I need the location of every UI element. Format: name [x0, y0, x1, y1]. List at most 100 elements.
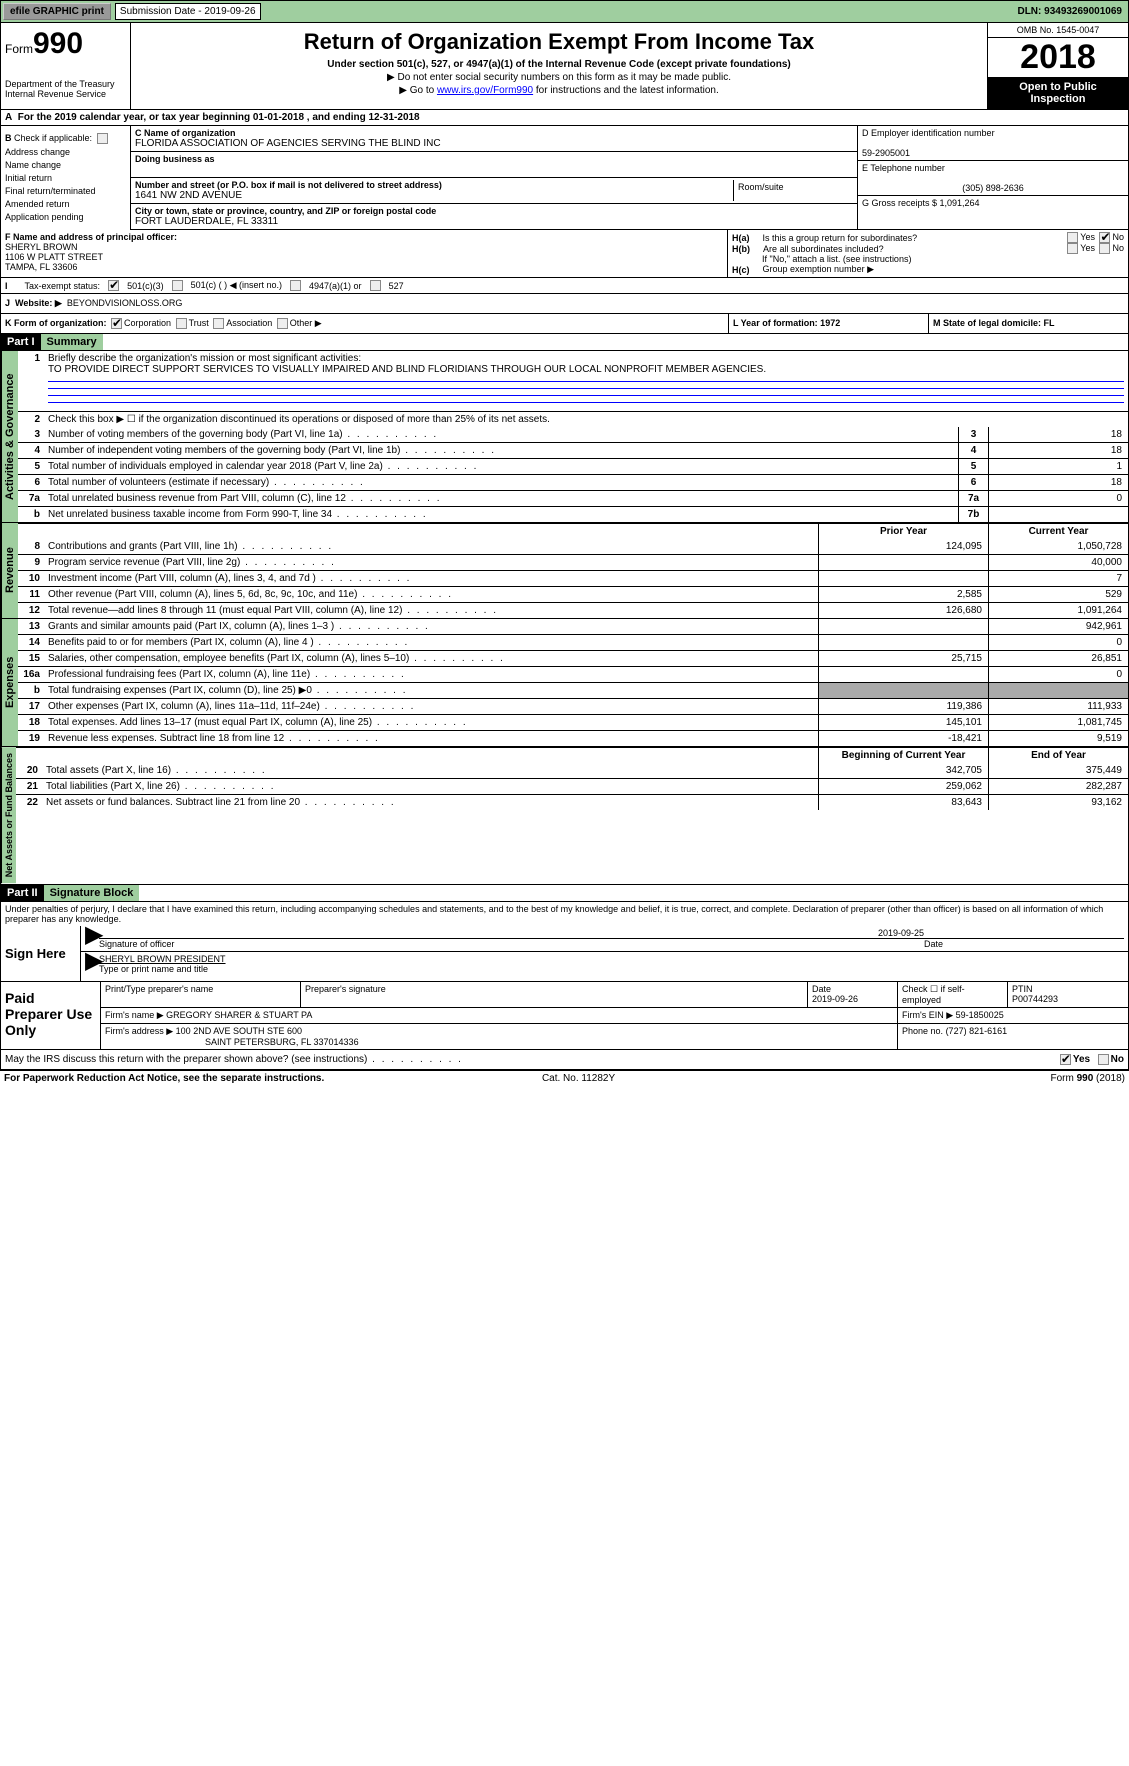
officer-label: F Name and address of principal officer:: [5, 232, 177, 242]
footer-left: For Paperwork Reduction Act Notice, see …: [4, 1073, 324, 1084]
part-1-revenue: Revenue Prior YearCurrent Year 8Contribu…: [0, 523, 1129, 619]
efile-button[interactable]: efile GRAPHIC print: [3, 3, 111, 20]
line-10-prior: [818, 571, 988, 586]
row-a-tax-year: A For the 2019 calendar year, or tax yea…: [0, 110, 1129, 126]
line-9: Program service revenue (Part VIII, line…: [44, 555, 818, 570]
line-10-current: 7: [988, 571, 1128, 586]
firm-ein-label: Firm's EIN ▶: [902, 1010, 953, 1020]
line-13-prior: [818, 619, 988, 634]
sign-here-label: Sign Here: [1, 926, 81, 981]
line-22-current: 93,162: [988, 795, 1128, 810]
line-4-value: 18: [988, 443, 1128, 458]
line-17: Other expenses (Part IX, column (A), lin…: [44, 699, 818, 714]
line-19-current: 9,519: [988, 731, 1128, 746]
line-18-prior: 145,101: [818, 715, 988, 730]
527-checkbox[interactable]: [370, 280, 381, 291]
col-beginning-year: Beginning of Current Year: [818, 748, 988, 763]
line-15-prior: 25,715: [818, 651, 988, 666]
checkbox-icon[interactable]: [97, 133, 108, 144]
may-no-checkbox[interactable]: [1098, 1054, 1109, 1065]
col-current-year: Current Year: [988, 524, 1128, 539]
line-12: Total revenue—add lines 8 through 11 (mu…: [44, 603, 818, 618]
line-7a: Total unrelated business revenue from Pa…: [44, 491, 958, 506]
form-subtitle-1: Under section 501(c), 527, or 4947(a)(1)…: [135, 59, 983, 70]
firm-phone-label: Phone no.: [902, 1026, 943, 1036]
line-2: Check this box ▶ ☐ if the organization d…: [44, 412, 1128, 427]
form-subtitle-2: ▶ Do not enter social security numbers o…: [135, 72, 983, 83]
hb-note: If "No," attach a list. (see instruction…: [732, 254, 1124, 264]
line-19-prior: -18,421: [818, 731, 988, 746]
line-16a-current: 0: [988, 667, 1128, 682]
prep-date: 2019-09-26: [812, 994, 858, 1004]
org-name: FLORIDA ASSOCIATION OF AGENCIES SERVING …: [135, 138, 853, 149]
line-20-current: 375,449: [988, 763, 1128, 778]
omb-number: OMB No. 1545-0047: [988, 23, 1128, 38]
mission-text: TO PROVIDE DIRECT SUPPORT SERVICES TO VI…: [48, 364, 766, 375]
year-formation: L Year of formation: 1972: [728, 314, 928, 333]
part-1-net-assets: Net Assets or Fund Balances Beginning of…: [0, 747, 1129, 884]
line-12-current: 1,091,264: [988, 603, 1128, 618]
part-1-title: Summary: [41, 334, 103, 350]
line-6: Total number of volunteers (estimate if …: [44, 475, 958, 490]
hb-yes-checkbox[interactable]: [1067, 243, 1078, 254]
assoc-checkbox[interactable]: [213, 318, 224, 329]
trust-checkbox[interactable]: [176, 318, 187, 329]
4947-checkbox[interactable]: [290, 280, 301, 291]
officer-name: SHERYL BROWN: [5, 242, 78, 252]
ptin-label: PTIN: [1012, 984, 1033, 994]
arrow-icon: ▶: [85, 928, 99, 949]
part-1-expenses: Expenses 13Grants and similar amounts pa…: [0, 619, 1129, 747]
sig-name: SHERYL BROWN PRESIDENT: [99, 954, 1124, 964]
line-14-prior: [818, 635, 988, 650]
line-8-prior: 124,095: [818, 539, 988, 554]
line-8-current: 1,050,728: [988, 539, 1128, 554]
line-3: Number of voting members of the governin…: [44, 427, 958, 442]
other-checkbox[interactable]: [277, 318, 288, 329]
line-7a-value: 0: [988, 491, 1128, 506]
line-b-prior: [818, 683, 988, 698]
ein-value: 59-2905001: [862, 148, 1124, 158]
form-subtitle-3: ▶ Go to www.irs.gov/Form990 for instruct…: [135, 85, 983, 96]
tab-revenue: Revenue: [1, 523, 18, 618]
ha-yes-checkbox[interactable]: [1067, 232, 1078, 243]
firm-name: GREGORY SHARER & STUART PA: [166, 1010, 312, 1020]
line-13-current: 942,961: [988, 619, 1128, 634]
firm-addr2: SAINT PETERSBURG, FL 337014336: [105, 1037, 359, 1047]
chk-name-change: Name change: [5, 160, 126, 170]
hb-no-checkbox[interactable]: [1099, 243, 1110, 254]
signature-block: Sign Here ▶ 2019-09-25 Signature of offi…: [0, 926, 1129, 982]
chk-application-pending: Application pending: [5, 212, 126, 222]
line-22: Net assets or fund balances. Subtract li…: [42, 795, 818, 810]
corp-checkbox[interactable]: [111, 318, 122, 329]
arrow-icon: ▶: [85, 954, 99, 974]
irs-link[interactable]: www.irs.gov/Form990: [437, 85, 533, 96]
line-14: Benefits paid to or for members (Part IX…: [44, 635, 818, 650]
chk-final-return: Final return/terminated: [5, 186, 126, 196]
line-9-current: 40,000: [988, 555, 1128, 570]
part-2-title: Signature Block: [44, 885, 140, 901]
firm-ein: 59-1850025: [956, 1010, 1004, 1020]
line-17-current: 111,933: [988, 699, 1128, 714]
row-i-tax-status: I Tax-exempt status: 501(c)(3) 501(c) ( …: [0, 278, 1129, 294]
sig-date: 2019-09-25: [99, 928, 1124, 938]
firm-addr: 100 2ND AVE SOUTH STE 600: [176, 1026, 302, 1036]
room-suite-label: Room/suite: [733, 180, 853, 201]
line-b-value: [988, 507, 1128, 522]
may-yes-checkbox[interactable]: [1060, 1054, 1071, 1065]
tab-net-assets: Net Assets or Fund Balances: [1, 747, 16, 883]
dln: DLN: 93493269001069: [1011, 4, 1128, 19]
line-15-current: 26,851: [988, 651, 1128, 666]
line-12-prior: 126,680: [818, 603, 988, 618]
col-b-checkboxes: B Check if applicable: Address change Na…: [1, 126, 131, 230]
ha-no-checkbox[interactable]: [1099, 232, 1110, 243]
line-16a-prior: [818, 667, 988, 682]
form-number: Form990: [5, 27, 126, 61]
501c-checkbox[interactable]: [172, 280, 183, 291]
501c3-checkbox[interactable]: [108, 280, 119, 291]
row-j-website: J Website: ▶ BEYONDVISIONLOSS.ORG: [0, 294, 1129, 314]
line-16a: Professional fundraising fees (Part IX, …: [44, 667, 818, 682]
part-2-header: Part II: [1, 885, 44, 901]
phone-label: E Telephone number: [862, 163, 1124, 173]
line-20-prior: 342,705: [818, 763, 988, 778]
line-8: Contributions and grants (Part VIII, lin…: [44, 539, 818, 554]
